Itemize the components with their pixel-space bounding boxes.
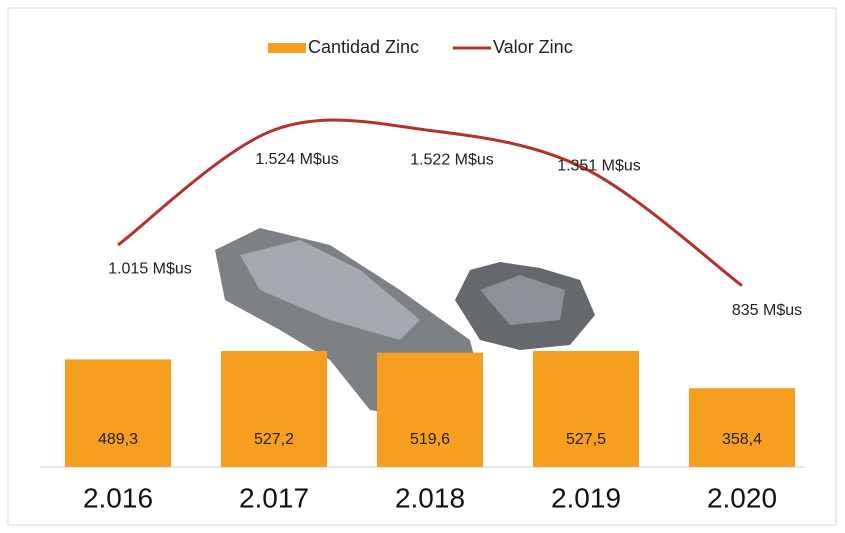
x-tick-label: 2.017 (239, 482, 309, 513)
line-value-label: 1.351 M$us (557, 157, 641, 174)
x-tick-label: 2.019 (551, 482, 621, 513)
bar-value-label: 489,3 (98, 431, 138, 448)
bar-value-label: 527,2 (254, 431, 294, 448)
bar (533, 351, 639, 467)
bar (377, 353, 483, 467)
line-value-label: 1.524 M$us (255, 151, 339, 168)
legend-label: Valor Zinc (493, 37, 573, 57)
bar-value-label: 519,6 (410, 431, 450, 448)
bar-value-label: 527,5 (566, 431, 606, 448)
line-value-label: 1.522 M$us (410, 152, 494, 169)
line-value-label: 835 M$us (732, 302, 802, 319)
bar (689, 388, 795, 467)
x-tick-label: 2.020 (707, 482, 777, 513)
legend-label: Cantidad Zinc (308, 37, 419, 57)
bar (65, 359, 171, 467)
chart: 2.016 2.017 2.018 2.019 2.020 489,3 527,2 519,6… (0, 0, 845, 533)
bar (221, 351, 327, 467)
line-value-label: 1.015 M$us (108, 260, 192, 277)
legend-swatch (268, 43, 306, 53)
bar-value-label: 358,4 (722, 431, 762, 448)
x-tick-label: 2.016 (83, 482, 153, 513)
x-tick-label: 2.018 (395, 482, 465, 513)
